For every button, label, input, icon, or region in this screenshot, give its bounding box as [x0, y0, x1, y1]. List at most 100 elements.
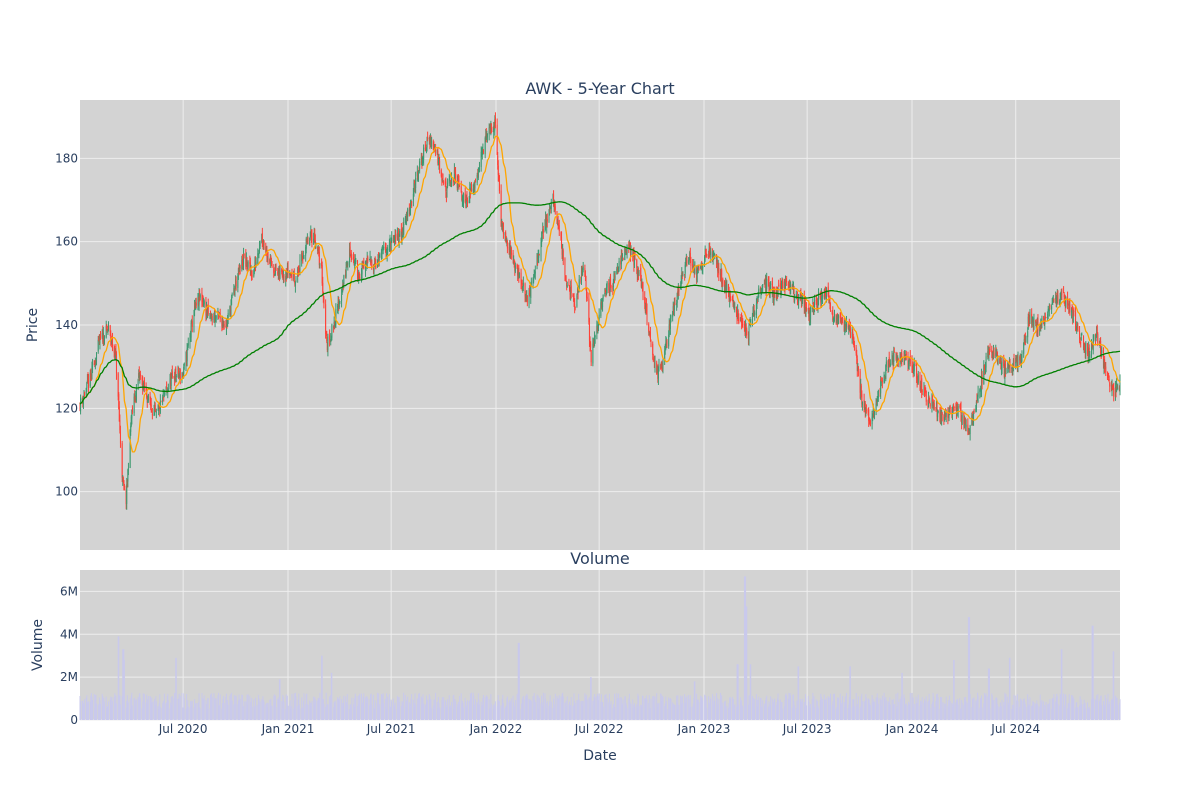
candle-body — [916, 377, 918, 382]
volume-bar — [985, 693, 987, 720]
volume-bar — [170, 696, 172, 720]
candle-body — [921, 390, 923, 392]
volume-bar — [801, 702, 803, 720]
candle-body — [202, 300, 204, 302]
volume-bar — [602, 702, 604, 720]
volume-bar — [207, 698, 209, 720]
candle-body — [270, 256, 272, 259]
candle-body — [133, 396, 135, 414]
candle-body — [505, 236, 507, 243]
volume-bar — [171, 695, 173, 720]
volume-bar — [159, 706, 161, 720]
candle-body — [620, 255, 622, 265]
candle-body — [1068, 303, 1070, 307]
candle-body — [812, 303, 814, 305]
candle-body — [839, 315, 841, 319]
volume-bar — [500, 705, 502, 720]
volume-bar — [735, 706, 737, 720]
volume-bar — [106, 706, 108, 720]
candle-body — [274, 273, 276, 276]
volume-bar — [155, 701, 157, 720]
candle-body — [717, 265, 719, 270]
volume-bar — [1023, 698, 1025, 720]
volume-bar — [612, 708, 614, 720]
volume-bar — [753, 697, 755, 720]
volume-bar — [411, 693, 413, 720]
volume-bar — [728, 707, 730, 720]
volume-bar — [525, 697, 527, 720]
candle-body — [410, 202, 412, 211]
volume-bar — [382, 693, 384, 720]
candle-body — [983, 365, 985, 367]
candle-body — [588, 324, 590, 341]
volume-bar — [530, 701, 532, 720]
candle-body — [500, 190, 502, 227]
candle-body — [933, 403, 935, 410]
volume-bar — [1068, 694, 1070, 720]
candle-body — [350, 254, 352, 256]
volume-bar — [654, 696, 656, 720]
candle-body — [1092, 340, 1094, 351]
volume-bar — [470, 698, 472, 720]
candle-body — [841, 317, 843, 322]
candle-body — [1065, 296, 1067, 307]
volume-bar — [634, 706, 636, 720]
volume-bar — [1036, 700, 1038, 720]
volume-bar — [652, 696, 654, 720]
volume-bar — [86, 701, 88, 720]
volume-bar — [562, 692, 564, 720]
volume-bar — [1083, 699, 1085, 720]
candle-body — [673, 301, 675, 311]
candle-body — [525, 295, 527, 301]
candle-body — [784, 281, 786, 290]
candle-body — [407, 208, 409, 217]
volume-bar — [680, 695, 682, 720]
volume-bar — [250, 701, 252, 720]
candle-body — [1075, 328, 1077, 330]
volume-bar — [951, 702, 953, 720]
candle-body — [1015, 358, 1017, 364]
volume-bar — [315, 700, 317, 720]
candle-body — [122, 477, 124, 483]
candle-body — [774, 289, 776, 292]
candle-body — [941, 412, 943, 415]
volume-bar — [1097, 694, 1099, 720]
candle-body — [1011, 367, 1013, 372]
volume-bar — [1063, 707, 1065, 720]
volume-bar — [485, 701, 487, 720]
candle-body — [773, 288, 775, 301]
candle-body — [516, 264, 518, 268]
candle-body — [808, 307, 810, 318]
candle-body — [597, 325, 599, 332]
candle-body — [137, 379, 139, 386]
volume-bar — [600, 701, 602, 720]
candle-body — [351, 257, 353, 259]
volume-bar — [656, 703, 658, 720]
volume-bar — [757, 703, 759, 720]
volume-bar — [963, 704, 965, 720]
volume-bar — [693, 681, 695, 720]
volume-bar — [641, 695, 643, 720]
volume-bar — [123, 649, 125, 720]
candle-body — [552, 195, 554, 202]
candle-body — [203, 301, 205, 305]
volume-bar — [873, 701, 875, 720]
volume-bar — [370, 693, 372, 720]
volume-bar — [290, 708, 292, 720]
candle-body — [965, 424, 967, 428]
volume-bar — [297, 699, 299, 720]
volume-bar — [947, 705, 949, 720]
candle-body — [398, 234, 400, 243]
volume-bar — [786, 695, 788, 720]
candle-body — [222, 322, 224, 326]
candle-body — [759, 288, 761, 293]
candle-body — [115, 354, 117, 374]
volume-bar — [393, 706, 395, 720]
candle-body — [925, 390, 927, 402]
candle-body — [959, 408, 961, 411]
candle-body — [664, 350, 666, 362]
volume-bar — [1008, 702, 1010, 720]
volume-bar — [892, 699, 894, 720]
long-moving-average-line — [79, 201, 1121, 405]
volume-bar — [569, 705, 571, 720]
